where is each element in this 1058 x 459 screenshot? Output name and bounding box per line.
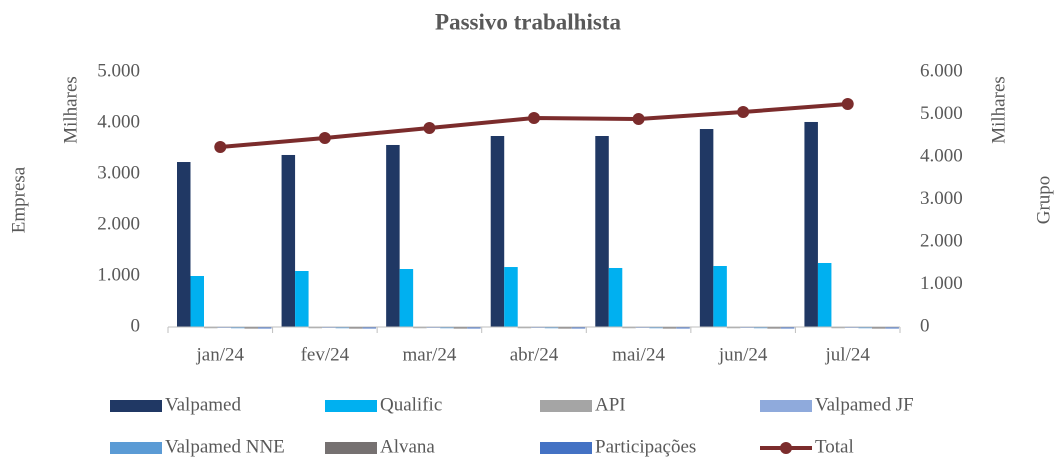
y-tick-label: 1.000 — [97, 264, 140, 285]
bar — [177, 162, 191, 327]
line-marker — [528, 111, 540, 124]
legend-swatch — [760, 400, 812, 412]
line-marker — [632, 113, 645, 126]
line-marker — [318, 132, 331, 145]
y2-tick-label: 6.000 — [920, 60, 963, 81]
bar — [504, 267, 518, 327]
y-tick-label: 5.000 — [97, 60, 140, 81]
y2-axis-unit: Milhares — [988, 76, 1009, 144]
line-marker — [423, 122, 436, 135]
bar — [804, 121, 818, 327]
legend-label: API — [595, 394, 626, 415]
bar — [571, 327, 586, 329]
x-tick-label: jul/24 — [825, 344, 871, 365]
legend-label: Total — [815, 436, 854, 457]
legend-swatch — [540, 442, 592, 454]
y2-axis-title: Grupo — [1033, 176, 1054, 225]
bar — [767, 327, 781, 329]
bar — [386, 144, 400, 327]
y-tick-label: 2.000 — [97, 213, 140, 234]
x-tick-label: mar/24 — [403, 344, 457, 365]
bar — [490, 136, 505, 327]
legend-swatch — [110, 442, 162, 454]
legend-label: Valpamed — [165, 394, 241, 415]
legend-swatch — [325, 400, 377, 412]
line-marker — [737, 105, 750, 118]
y2-tick-label: 5.000 — [920, 103, 963, 124]
bar — [699, 129, 714, 327]
y-tick-label: 3.000 — [97, 162, 140, 183]
bar — [467, 327, 481, 329]
y-axis-unit: Milhares — [60, 76, 81, 144]
x-tick-label: abr/24 — [510, 344, 559, 365]
line-marker — [214, 141, 227, 154]
bar — [362, 327, 377, 329]
legend-label: Valpamed JF — [815, 394, 914, 415]
bar — [558, 327, 572, 329]
bar — [871, 327, 886, 329]
line-marker — [841, 98, 854, 111]
y2-tick-label: 3.000 — [920, 188, 963, 209]
bar — [349, 327, 363, 329]
bar — [713, 266, 727, 327]
bar — [676, 327, 690, 329]
bar — [453, 327, 468, 329]
chart-title: Passivo trabalhista — [435, 9, 621, 34]
legend-label: Participações — [595, 436, 696, 457]
bar — [295, 271, 309, 327]
bar — [885, 327, 899, 329]
x-tick-label: fev/24 — [301, 344, 350, 365]
x-tick-label: jan/24 — [196, 344, 245, 365]
bar — [662, 327, 677, 329]
bar — [244, 327, 258, 329]
y2-tick-label: 0 — [920, 315, 930, 336]
bar — [595, 136, 609, 327]
y-tick-label: 0 — [131, 315, 141, 336]
line-series — [220, 102, 848, 150]
y2-tick-label: 4.000 — [920, 145, 963, 166]
legend-label: Valpamed NNE — [165, 436, 285, 457]
bar — [399, 269, 414, 327]
legend-swatch — [540, 400, 592, 412]
legend-label: Alvana — [380, 436, 435, 457]
x-tick-label: jun/24 — [718, 344, 768, 365]
bar — [780, 327, 795, 329]
bar — [608, 267, 623, 327]
y-axis-title: Empresa — [8, 166, 29, 233]
bar — [190, 276, 204, 327]
y2-tick-label: 1.000 — [920, 273, 963, 294]
legend-swatch — [325, 442, 377, 454]
y2-tick-label: 2.000 — [920, 230, 963, 251]
bar — [281, 154, 296, 327]
legend-label: Qualific — [380, 394, 442, 415]
legend-marker — [780, 442, 792, 454]
legend-swatch — [110, 400, 162, 412]
y-tick-label: 4.000 — [97, 111, 140, 132]
bar — [258, 327, 272, 329]
bar — [817, 262, 832, 327]
x-tick-label: mai/24 — [612, 344, 665, 365]
